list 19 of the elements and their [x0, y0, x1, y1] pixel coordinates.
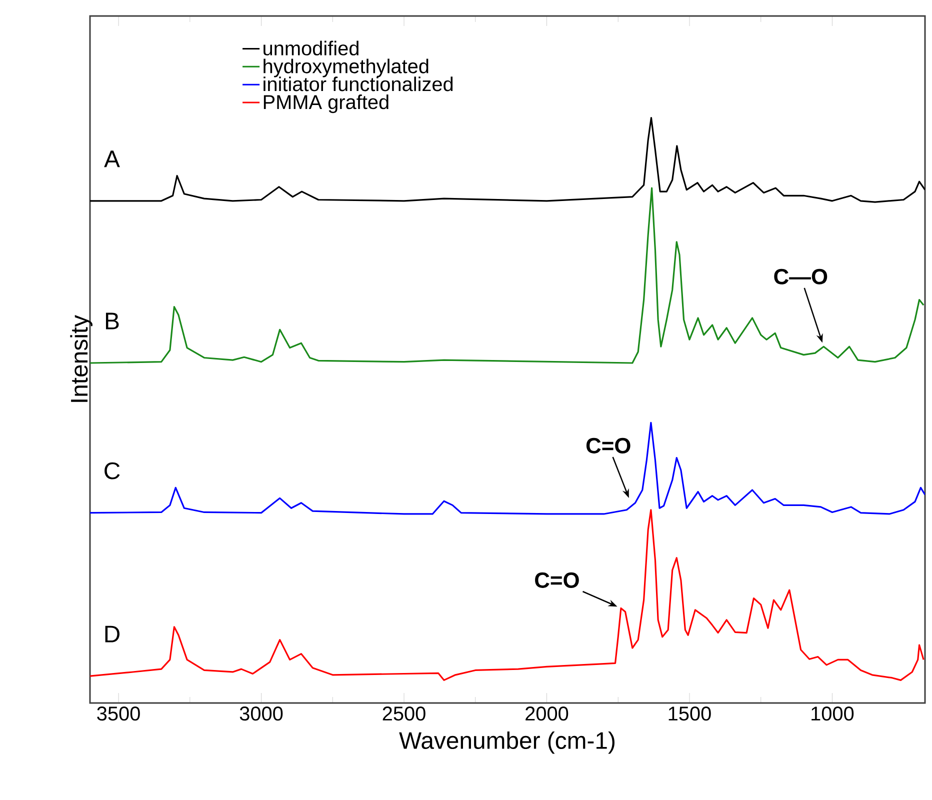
- annotation: C=O: [535, 572, 579, 588]
- x-tick-label: 2500: [382, 706, 426, 721]
- annotation: D: [105, 626, 120, 642]
- x-tick-label: 3500: [97, 706, 140, 721]
- legend-label: unmodified: [264, 40, 358, 56]
- annotation: B: [106, 312, 119, 330]
- legend-label: hydroxymethylated: [264, 58, 428, 78]
- x-tick-label: 1000: [812, 706, 854, 721]
- legend-label: PMMA grafted: [264, 94, 388, 114]
- x-tick-label: 1500: [668, 706, 711, 721]
- legend-label: initiator functionalized: [264, 76, 453, 92]
- annotation: C—O: [774, 268, 828, 284]
- annotation: C: [104, 462, 120, 480]
- x-axis-title: Wavenumber (cm-1): [399, 731, 614, 754]
- y-axis-title: Intensity: [70, 315, 92, 402]
- x-tick-label: 2000: [526, 706, 568, 721]
- annotation: C=O: [586, 438, 630, 454]
- x-tick-label: 3000: [240, 706, 283, 721]
- annotation: A: [104, 150, 120, 168]
